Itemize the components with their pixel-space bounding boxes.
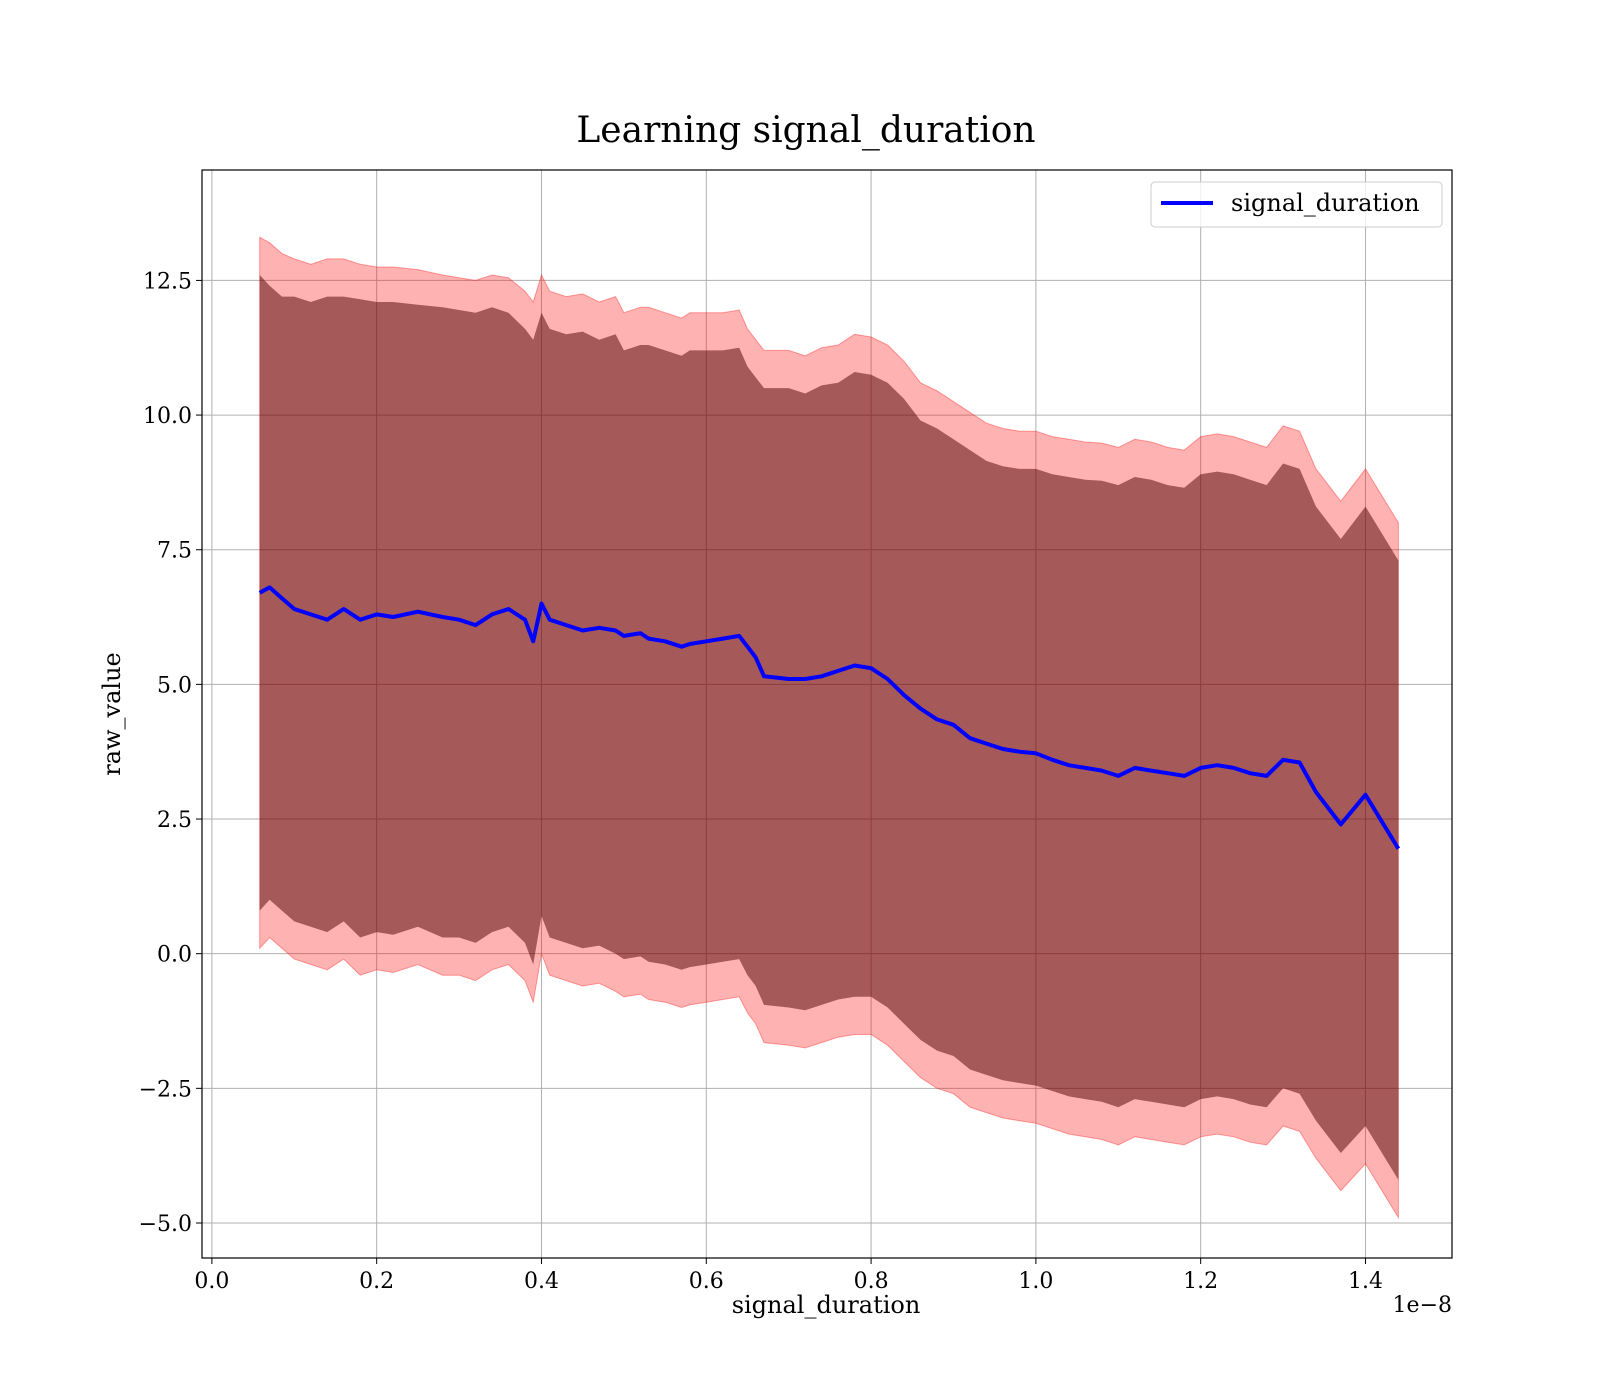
inner-confidence-band xyxy=(259,275,1399,1180)
y-tick-label: 12.5 xyxy=(143,269,192,294)
y-tick-label: −2.5 xyxy=(139,1077,192,1102)
y-tick-label: 0.0 xyxy=(157,943,192,968)
y-tick-label: 10.0 xyxy=(143,404,192,429)
legend-box xyxy=(1150,181,1443,228)
x-tick-label: 1.2 xyxy=(1183,1269,1218,1294)
bands xyxy=(259,236,1399,1220)
x-tick-label: 0.8 xyxy=(854,1269,889,1294)
series-line xyxy=(258,585,1401,850)
y-axis-label: raw_value xyxy=(98,652,126,776)
x-axis-label: signal_duration xyxy=(732,1291,921,1319)
y-tick-label: 7.5 xyxy=(157,539,192,564)
x-tick-label: 1.4 xyxy=(1348,1269,1383,1294)
y-tick-label: 5.0 xyxy=(157,673,192,698)
chart-title: Learning signal_duration xyxy=(576,110,1035,151)
x-tick-label: 0.0 xyxy=(194,1269,229,1294)
plot-frame xyxy=(201,169,1453,1259)
legend: signal_duration xyxy=(1150,181,1443,228)
x-tick-label: 0.6 xyxy=(689,1269,724,1294)
legend-entry: signal_duration xyxy=(1231,189,1420,217)
y-tick-label: 2.5 xyxy=(157,808,192,833)
lines xyxy=(258,585,1401,850)
x-offset-label: 1e−8 xyxy=(1393,1293,1452,1318)
ticks: 0.0 0.2 0.4 0.6 0.8 1.0 1.2 1.4 −5.0 −2.5 0.0 2.5 5.… xyxy=(139,269,1383,1294)
x-tick-label: 1.0 xyxy=(1018,1269,1053,1294)
x-tick-label: 0.4 xyxy=(524,1269,559,1294)
y-tick-label: −5.0 xyxy=(139,1212,192,1237)
x-tick-label: 0.2 xyxy=(359,1269,394,1294)
